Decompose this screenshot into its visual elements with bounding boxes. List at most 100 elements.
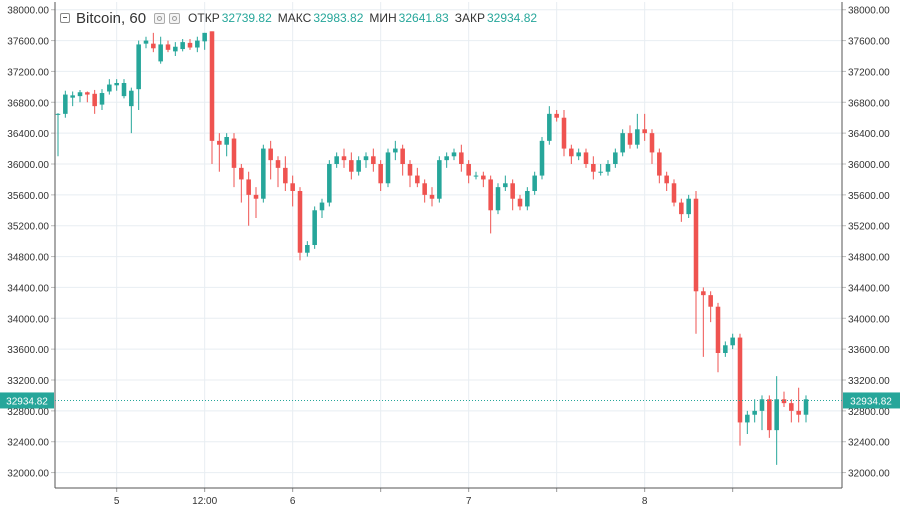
- candle-body[interactable]: [473, 175, 479, 177]
- candle-body[interactable]: [664, 175, 669, 184]
- candle-body[interactable]: [393, 148, 398, 153]
- candle-body[interactable]: [363, 156, 369, 161]
- candle-body[interactable]: [686, 198, 691, 215]
- candle-body[interactable]: [525, 191, 530, 207]
- candle-body[interactable]: [327, 164, 332, 203]
- candle-body[interactable]: [429, 194, 435, 199]
- candle-body[interactable]: [114, 83, 119, 86]
- collapse-legend-icon[interactable]: [60, 13, 70, 23]
- candle-body[interactable]: [693, 198, 699, 292]
- candle-body[interactable]: [305, 245, 310, 253]
- candle-body[interactable]: [195, 40, 200, 48]
- candle-body[interactable]: [275, 160, 281, 168]
- candle-body[interactable]: [679, 202, 684, 215]
- candle-body[interactable]: [136, 44, 141, 90]
- candle-body[interactable]: [495, 187, 501, 211]
- candle-body[interactable]: [77, 92, 83, 97]
- candle-body[interactable]: [532, 175, 537, 191]
- candle-body[interactable]: [202, 32, 207, 42]
- candle-body[interactable]: [459, 152, 464, 164]
- candle-body[interactable]: [231, 138, 237, 168]
- candle-body[interactable]: [737, 337, 743, 423]
- candle-body[interactable]: [708, 295, 713, 307]
- candle-body[interactable]: [239, 167, 244, 180]
- candle-body[interactable]: [312, 210, 317, 245]
- candle-body[interactable]: [253, 194, 259, 199]
- candle-body[interactable]: [620, 133, 625, 153]
- candle-body[interactable]: [400, 148, 405, 164]
- candle-body[interactable]: [158, 44, 163, 62]
- candle-body[interactable]: [349, 160, 354, 172]
- candle-body[interactable]: [415, 175, 420, 184]
- candle-body[interactable]: [510, 183, 515, 199]
- candle-body[interactable]: [613, 152, 618, 164]
- candle-body[interactable]: [789, 403, 794, 411]
- candle-body[interactable]: [444, 156, 449, 161]
- eye-visibility-icon[interactable]: [154, 12, 166, 24]
- candle-body[interactable]: [561, 117, 567, 149]
- candle-body[interactable]: [165, 44, 171, 50]
- candle-body[interactable]: [774, 399, 779, 431]
- candle-body[interactable]: [503, 183, 508, 188]
- candle-body[interactable]: [378, 164, 383, 184]
- candle-body[interactable]: [539, 140, 545, 176]
- candle-body[interactable]: [180, 42, 185, 50]
- candle-body[interactable]: [385, 152, 391, 184]
- settings-icon[interactable]: [169, 12, 181, 24]
- candle-body[interactable]: [55, 113, 61, 115]
- candle-body[interactable]: [261, 148, 266, 199]
- candle-body[interactable]: [657, 152, 662, 176]
- candle-body[interactable]: [605, 164, 611, 172]
- candle-body[interactable]: [268, 148, 273, 161]
- candle-body[interactable]: [803, 399, 809, 415]
- candle-body[interactable]: [701, 291, 706, 296]
- candle-body[interactable]: [481, 175, 486, 180]
- candle-body[interactable]: [63, 94, 68, 114]
- candle-body[interactable]: [649, 133, 655, 153]
- candle-body[interactable]: [283, 167, 288, 184]
- candle-body[interactable]: [334, 156, 339, 164]
- candle-body[interactable]: [70, 95, 75, 98]
- candle-body[interactable]: [319, 202, 325, 211]
- candle-body[interactable]: [715, 306, 721, 353]
- candle-body[interactable]: [488, 179, 493, 211]
- candle-body[interactable]: [422, 183, 427, 195]
- candle-body[interactable]: [143, 40, 149, 44]
- candle-body[interactable]: [187, 42, 193, 48]
- candle-body[interactable]: [591, 164, 596, 172]
- candle-body[interactable]: [151, 43, 156, 49]
- candle-body[interactable]: [466, 164, 471, 176]
- candle-body[interactable]: [85, 92, 90, 95]
- candle-body[interactable]: [554, 113, 559, 118]
- candle-body[interactable]: [99, 93, 105, 105]
- candle-body[interactable]: [781, 399, 787, 404]
- candle-body[interactable]: [642, 129, 647, 134]
- candle-body[interactable]: [451, 152, 457, 157]
- candle-body[interactable]: [767, 399, 772, 431]
- candle-body[interactable]: [730, 337, 735, 346]
- candle-body[interactable]: [569, 148, 574, 157]
- candle-body[interactable]: [547, 113, 552, 141]
- candle-body[interactable]: [723, 345, 728, 353]
- candle-body[interactable]: [246, 179, 251, 195]
- candle-body[interactable]: [129, 90, 134, 107]
- candle-body[interactable]: [224, 137, 229, 145]
- candle-body[interactable]: [517, 198, 523, 207]
- candle-body[interactable]: [92, 93, 97, 107]
- candle-body[interactable]: [371, 156, 376, 164]
- candle-body[interactable]: [576, 152, 581, 157]
- candle-body[interactable]: [356, 160, 361, 172]
- candle-body[interactable]: [627, 133, 633, 145]
- candle-body[interactable]: [209, 31, 215, 141]
- candle-body[interactable]: [752, 410, 757, 415]
- candle-body[interactable]: [121, 83, 127, 97]
- candle-body[interactable]: [107, 84, 112, 92]
- candle-body[interactable]: [341, 156, 347, 161]
- candle-body[interactable]: [796, 410, 801, 415]
- candle-body[interactable]: [297, 191, 303, 253]
- candle-body[interactable]: [173, 46, 178, 52]
- candle-body[interactable]: [635, 129, 640, 145]
- candle-body[interactable]: [745, 414, 750, 423]
- candle-body[interactable]: [217, 140, 222, 145]
